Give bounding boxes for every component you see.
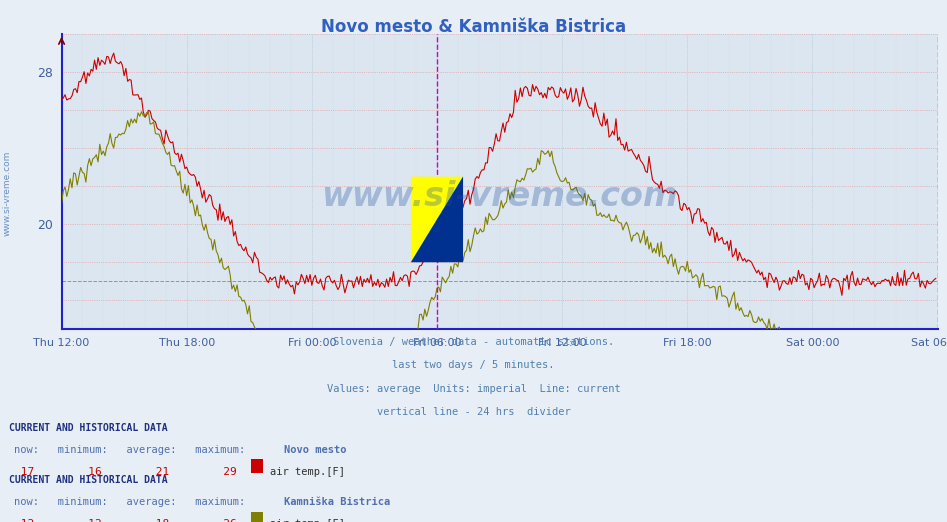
Text: last two days / 5 minutes.: last two days / 5 minutes. — [392, 360, 555, 370]
Text: Novo mesto: Novo mesto — [284, 445, 347, 455]
Polygon shape — [411, 176, 463, 262]
Text: Values: average  Units: imperial  Line: current: Values: average Units: imperial Line: cu… — [327, 384, 620, 394]
Text: Novo mesto & Kamniška Bistrica: Novo mesto & Kamniška Bistrica — [321, 18, 626, 36]
Text: www.si-vreme.com: www.si-vreme.com — [2, 150, 11, 236]
Text: now:   minimum:   average:   maximum:: now: minimum: average: maximum: — [14, 445, 245, 455]
Text: Kamniška Bistrica: Kamniška Bistrica — [284, 497, 390, 507]
Text: CURRENT AND HISTORICAL DATA: CURRENT AND HISTORICAL DATA — [9, 423, 169, 433]
Text: vertical line - 24 hrs  divider: vertical line - 24 hrs divider — [377, 407, 570, 417]
Polygon shape — [411, 176, 463, 262]
Text: Slovenia / weather data - automatic stations.: Slovenia / weather data - automatic stat… — [333, 337, 614, 347]
Text: 12        12        18        26: 12 12 18 26 — [14, 519, 237, 522]
Text: www.si-vreme.com: www.si-vreme.com — [321, 180, 678, 212]
Text: air temp.[F]: air temp.[F] — [270, 519, 345, 522]
Polygon shape — [411, 176, 463, 262]
Text: CURRENT AND HISTORICAL DATA: CURRENT AND HISTORICAL DATA — [9, 475, 169, 485]
Text: 17        16        21        29: 17 16 21 29 — [14, 467, 237, 477]
Text: air temp.[F]: air temp.[F] — [270, 467, 345, 477]
Text: now:   minimum:   average:   maximum:: now: minimum: average: maximum: — [14, 497, 245, 507]
